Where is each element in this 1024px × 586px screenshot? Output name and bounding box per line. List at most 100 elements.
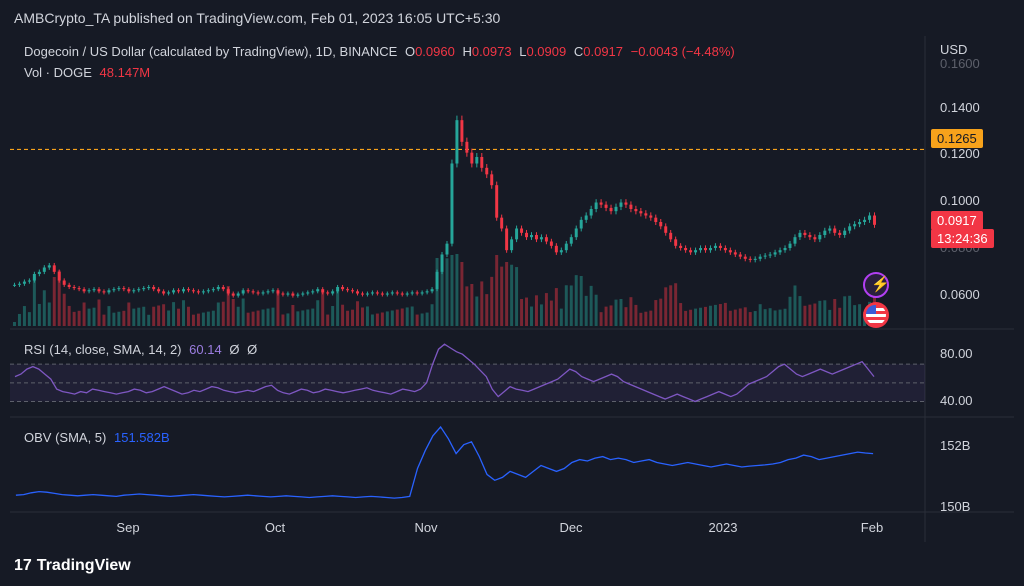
volume-bar: [356, 301, 359, 326]
close-label: C: [573, 44, 584, 59]
volume-bar: [604, 306, 608, 326]
candle-body: [564, 243, 568, 251]
candle-body: [669, 232, 673, 240]
us-flag-icon[interactable]: [863, 302, 889, 328]
rsi-tick: 80.00: [940, 346, 973, 361]
candle-body: [619, 202, 623, 207]
footer: 17 TradingView: [0, 546, 1024, 586]
chart-canvas[interactable]: [10, 36, 1014, 542]
volume-bar: [624, 307, 628, 326]
volume-bar: [72, 311, 76, 326]
volume-bar: [559, 308, 563, 326]
flash-icon[interactable]: ⚡: [863, 272, 890, 298]
candle-body: [132, 290, 136, 292]
candle-body: [544, 237, 548, 242]
candle-body: [152, 287, 156, 290]
candle-body: [505, 228, 509, 251]
chart-frame[interactable]: Dogecoin / US Dollar (calculated by Trad…: [10, 36, 1014, 542]
volume-bar: [768, 308, 772, 326]
volume-bar: [117, 311, 121, 326]
volume-bar: [375, 313, 379, 326]
candle-body: [221, 287, 225, 290]
candle-body: [609, 207, 613, 212]
candle-body: [13, 284, 16, 286]
volume-bar: [530, 306, 533, 326]
tradingview-logo[interactable]: 17 TradingView: [14, 557, 131, 575]
candle-body: [694, 250, 698, 253]
candle-body: [385, 293, 389, 295]
candle-body: [177, 290, 181, 292]
volume-bar: [281, 314, 285, 326]
candle-body: [430, 289, 434, 292]
candle-body: [142, 288, 146, 290]
volume-value: 48.147M: [99, 65, 151, 80]
candle-body: [574, 228, 578, 238]
volume-bar: [828, 309, 832, 326]
candle-body: [405, 293, 409, 295]
candle-body: [410, 292, 414, 294]
candle-body: [728, 250, 732, 253]
volume-bar: [97, 299, 101, 326]
candle-body: [644, 213, 648, 216]
candle-body: [634, 209, 638, 212]
candle-body: [326, 292, 330, 294]
volume-bar: [122, 310, 126, 326]
candle-body: [346, 289, 350, 291]
volume-bar: [142, 306, 146, 326]
volume-bar: [167, 310, 171, 326]
candle-body: [236, 293, 240, 296]
candle-body: [763, 255, 767, 257]
candle-body: [107, 290, 111, 293]
candle-body: [704, 248, 707, 251]
low-label: L: [519, 44, 527, 59]
candle-body: [62, 280, 66, 285]
volume-bar: [365, 306, 369, 326]
candle-body: [490, 174, 494, 186]
candle-body: [365, 293, 369, 295]
candle-body: [833, 228, 837, 233]
price-tick: 0.0600: [940, 287, 980, 302]
candle-body: [584, 215, 588, 220]
candle-body: [664, 226, 668, 233]
candle-body: [858, 222, 862, 225]
volume-bar: [584, 295, 588, 326]
volume-bar: [112, 312, 116, 326]
candle-body: [733, 252, 737, 255]
candle-body: [17, 283, 21, 285]
candle-body: [67, 284, 71, 287]
price-tick: 0.1400: [940, 100, 980, 115]
candle-body: [689, 250, 693, 253]
open-label: O: [404, 44, 416, 59]
volume-bar: [465, 286, 469, 326]
volume-bar: [32, 277, 36, 326]
volume-bar: [773, 310, 777, 326]
volume-bar: [515, 267, 519, 326]
volume-bar: [291, 305, 295, 326]
volume-bar: [430, 304, 434, 326]
candle-body: [738, 254, 742, 257]
candle-body: [520, 228, 524, 233]
candle-body: [475, 157, 479, 164]
candle-body: [306, 292, 310, 294]
volume-bar: [107, 306, 111, 326]
volume-bar: [321, 292, 325, 326]
candle-body: [654, 217, 658, 222]
volume-bar: [793, 285, 797, 326]
candle-body: [435, 271, 439, 290]
volume-bar: [500, 266, 504, 326]
volume-bar: [525, 297, 529, 326]
volume-bar: [718, 304, 722, 326]
volume-bar: [186, 306, 190, 326]
candle-body: [301, 293, 305, 295]
candle-body: [231, 293, 235, 296]
volume-bar: [599, 312, 603, 326]
volume-bar: [659, 298, 663, 326]
x-tick: Nov: [414, 520, 438, 535]
candle-body: [420, 292, 424, 294]
rsi-tick: 40.00: [940, 393, 973, 408]
volume-bar: [191, 314, 195, 326]
volume-bar: [226, 285, 230, 326]
volume-bar: [440, 257, 444, 326]
candle-body: [793, 237, 797, 244]
candle-body: [92, 289, 96, 291]
